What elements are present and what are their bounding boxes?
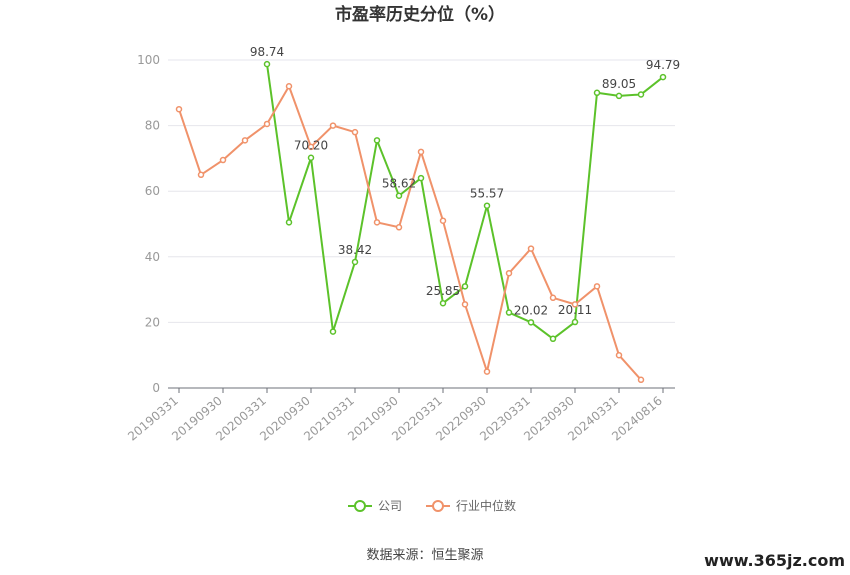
data-point bbox=[571, 301, 579, 308]
data-point bbox=[329, 328, 337, 335]
series-group bbox=[175, 60, 667, 384]
y-axis: 0 20 40 60 80 100 bbox=[137, 53, 160, 395]
legend-marker bbox=[354, 500, 366, 512]
data-point bbox=[549, 335, 557, 343]
y-tick-label: 80 bbox=[145, 119, 160, 133]
legend-label: 行业中位数 bbox=[456, 498, 516, 513]
y-tick-label: 20 bbox=[145, 315, 160, 329]
data-label: 94.79 bbox=[646, 58, 680, 72]
data-label: 55.57 bbox=[470, 187, 504, 201]
data-point bbox=[637, 376, 645, 384]
data-point bbox=[505, 309, 513, 316]
data-label: 38.42 bbox=[338, 243, 372, 257]
y-tick-label: 40 bbox=[145, 250, 160, 264]
series-line bbox=[178, 85, 642, 381]
data-label: 58.62 bbox=[382, 177, 416, 191]
data-point bbox=[439, 299, 447, 307]
data-point bbox=[285, 219, 293, 226]
data-point bbox=[571, 318, 579, 326]
data-point bbox=[527, 245, 535, 252]
data-point bbox=[307, 154, 315, 161]
y-tick-label: 60 bbox=[145, 184, 160, 198]
data-point bbox=[395, 224, 403, 231]
data-point bbox=[373, 219, 381, 226]
data-label: 25.85 bbox=[426, 284, 460, 298]
data-point bbox=[593, 89, 601, 97]
data-point bbox=[395, 192, 403, 199]
legend-item: 行业中位数 bbox=[426, 498, 516, 513]
data-point bbox=[483, 202, 491, 209]
data-point bbox=[637, 91, 645, 98]
data-point bbox=[329, 122, 337, 129]
data-point bbox=[285, 82, 293, 90]
data-point bbox=[197, 171, 205, 179]
y-tick-label: 100 bbox=[137, 53, 160, 67]
series-company bbox=[263, 60, 667, 343]
data-point bbox=[593, 283, 601, 290]
data-point bbox=[417, 174, 425, 182]
data-point bbox=[505, 269, 513, 277]
data-point bbox=[461, 283, 469, 290]
data-point bbox=[351, 128, 359, 136]
data-label: 20.11 bbox=[558, 303, 592, 317]
data-point bbox=[263, 120, 271, 128]
data-label: 20.02 bbox=[514, 303, 548, 317]
x-axis: 2019033120190930202003312020093020210331… bbox=[125, 387, 675, 444]
data-point bbox=[373, 137, 381, 144]
data-point bbox=[615, 92, 623, 100]
data-point bbox=[219, 156, 227, 164]
legend-item: 公司 bbox=[348, 499, 402, 513]
legend: 公司 行业中位数 bbox=[348, 498, 516, 513]
data-point bbox=[461, 301, 469, 308]
data-point bbox=[307, 143, 315, 151]
data-label: 89.05 bbox=[602, 77, 636, 91]
legend-marker bbox=[432, 500, 444, 512]
series-line bbox=[266, 63, 664, 340]
data-labels: 98.74 70.20 38.42 58.62 25.85 55.57 20.02 20.11… bbox=[250, 45, 680, 317]
grid-lines bbox=[168, 59, 675, 323]
data-point bbox=[241, 137, 249, 144]
data-label: 70.20 bbox=[294, 139, 328, 153]
data-point bbox=[351, 258, 359, 266]
data-source: 数据来源：恒生聚源 bbox=[366, 548, 483, 563]
data-point bbox=[439, 217, 447, 224]
watermark: www.365jz.com bbox=[704, 551, 845, 570]
data-point bbox=[527, 319, 535, 326]
data-point bbox=[659, 73, 667, 81]
data-point bbox=[615, 351, 623, 359]
series-industry-median bbox=[175, 82, 645, 384]
chart-title: 市盈率历史分位（%） bbox=[335, 4, 505, 25]
data-point bbox=[483, 368, 491, 375]
data-point bbox=[417, 148, 425, 156]
y-tick-label: 0 bbox=[152, 381, 160, 395]
data-point bbox=[175, 105, 183, 113]
legend-label: 公司 bbox=[378, 499, 402, 513]
data-point bbox=[549, 294, 557, 302]
data-point bbox=[263, 60, 271, 68]
data-label: 98.74 bbox=[250, 45, 284, 59]
